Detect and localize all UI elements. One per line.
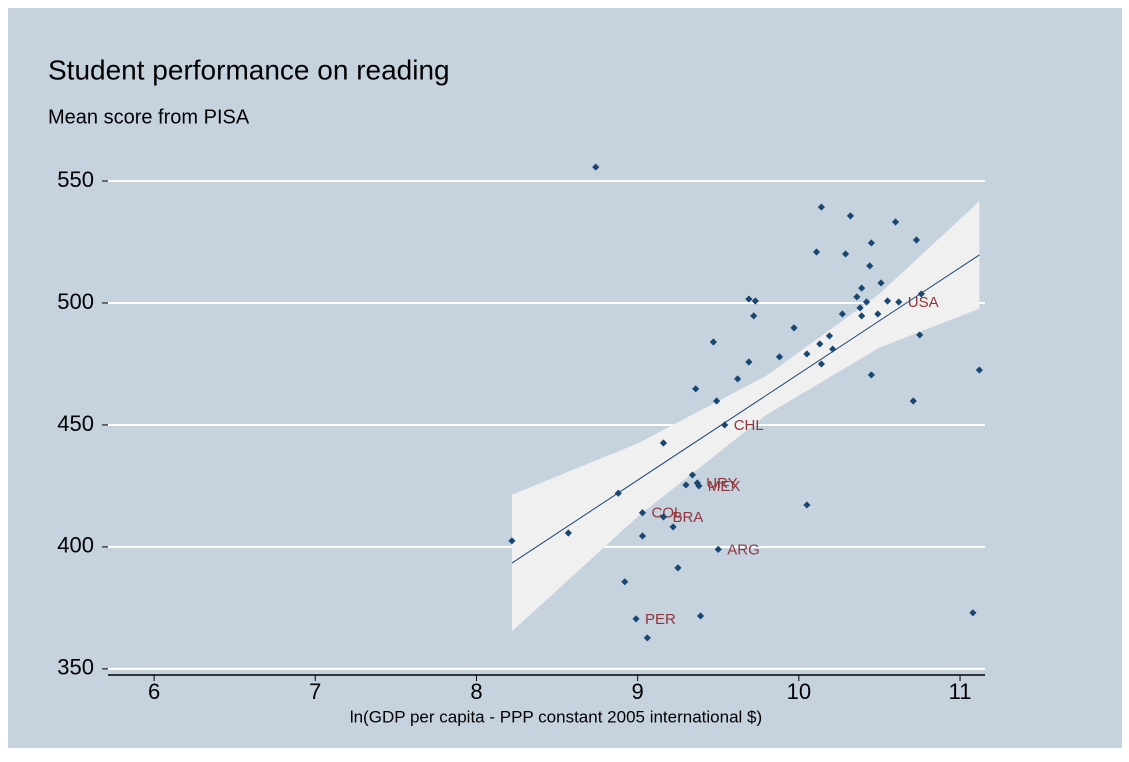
point bbox=[912, 236, 921, 244]
point bbox=[895, 298, 903, 306]
x-tick-label: 9 bbox=[632, 679, 644, 704]
point bbox=[917, 290, 925, 298]
point bbox=[643, 634, 651, 642]
point bbox=[812, 248, 821, 256]
point bbox=[709, 338, 718, 346]
point-label: URY bbox=[706, 475, 737, 492]
point bbox=[862, 298, 871, 306]
point bbox=[564, 529, 572, 537]
point bbox=[750, 312, 758, 320]
point bbox=[751, 297, 759, 305]
point bbox=[891, 218, 900, 226]
x-tick-label: 8 bbox=[470, 679, 482, 704]
point bbox=[825, 332, 834, 340]
point bbox=[592, 163, 600, 171]
point bbox=[659, 513, 668, 521]
point bbox=[853, 293, 861, 301]
point-label: MEX bbox=[708, 478, 741, 495]
point bbox=[969, 609, 977, 617]
point-label: CHL bbox=[734, 417, 764, 434]
point bbox=[692, 385, 700, 393]
point bbox=[721, 421, 729, 429]
point-label: ARG bbox=[727, 541, 760, 558]
point bbox=[669, 523, 677, 531]
point bbox=[817, 360, 825, 368]
point bbox=[696, 612, 705, 620]
panel bbox=[8, 8, 1122, 748]
y-tick-label: 550 bbox=[57, 167, 94, 192]
point bbox=[877, 279, 885, 287]
point bbox=[714, 545, 722, 553]
point bbox=[883, 297, 892, 305]
point bbox=[775, 353, 784, 361]
point bbox=[803, 350, 811, 358]
point bbox=[909, 397, 917, 405]
point-label: COL bbox=[651, 505, 682, 522]
x-axis-title: ln(GDP per capita - PPP constant 2005 in… bbox=[350, 707, 762, 726]
point bbox=[713, 397, 721, 405]
y-tick-label: 450 bbox=[57, 411, 94, 436]
point bbox=[841, 250, 850, 258]
point bbox=[695, 482, 703, 490]
point bbox=[858, 312, 866, 320]
y-tick-label: 400 bbox=[57, 533, 94, 558]
y-tick-label: 350 bbox=[57, 655, 94, 680]
point bbox=[614, 489, 622, 497]
point bbox=[874, 310, 882, 318]
point bbox=[829, 345, 837, 353]
chart-title: Student performance on reading bbox=[48, 54, 450, 85]
point-label: USA bbox=[908, 294, 939, 311]
point-label: PER bbox=[645, 611, 676, 628]
point bbox=[745, 358, 753, 366]
x-tick-label: 10 bbox=[787, 679, 811, 704]
point bbox=[817, 203, 825, 211]
point bbox=[838, 310, 846, 318]
x-tick-label: 6 bbox=[148, 679, 160, 704]
point bbox=[846, 212, 855, 220]
y-tick-label: 500 bbox=[57, 289, 94, 314]
point-label: BRA bbox=[672, 509, 703, 526]
point bbox=[508, 537, 516, 545]
point bbox=[816, 340, 824, 348]
point bbox=[916, 331, 924, 339]
fit-line bbox=[511, 254, 980, 564]
point bbox=[745, 295, 753, 303]
point bbox=[674, 564, 682, 572]
x-tick-label: 7 bbox=[309, 679, 321, 704]
point bbox=[866, 262, 874, 270]
point bbox=[638, 532, 647, 540]
point bbox=[638, 509, 647, 517]
point bbox=[867, 371, 875, 379]
point bbox=[867, 239, 875, 247]
chart-subtitle: Mean score from PISA bbox=[48, 106, 250, 128]
point bbox=[733, 375, 742, 383]
point bbox=[659, 439, 668, 447]
point bbox=[621, 578, 629, 586]
point bbox=[858, 284, 866, 292]
x-tick-label: 11 bbox=[949, 679, 972, 704]
point bbox=[790, 324, 798, 332]
point bbox=[856, 304, 864, 312]
point bbox=[803, 501, 811, 509]
point bbox=[632, 615, 640, 623]
point bbox=[975, 366, 983, 374]
point bbox=[682, 481, 690, 489]
point bbox=[688, 471, 697, 479]
